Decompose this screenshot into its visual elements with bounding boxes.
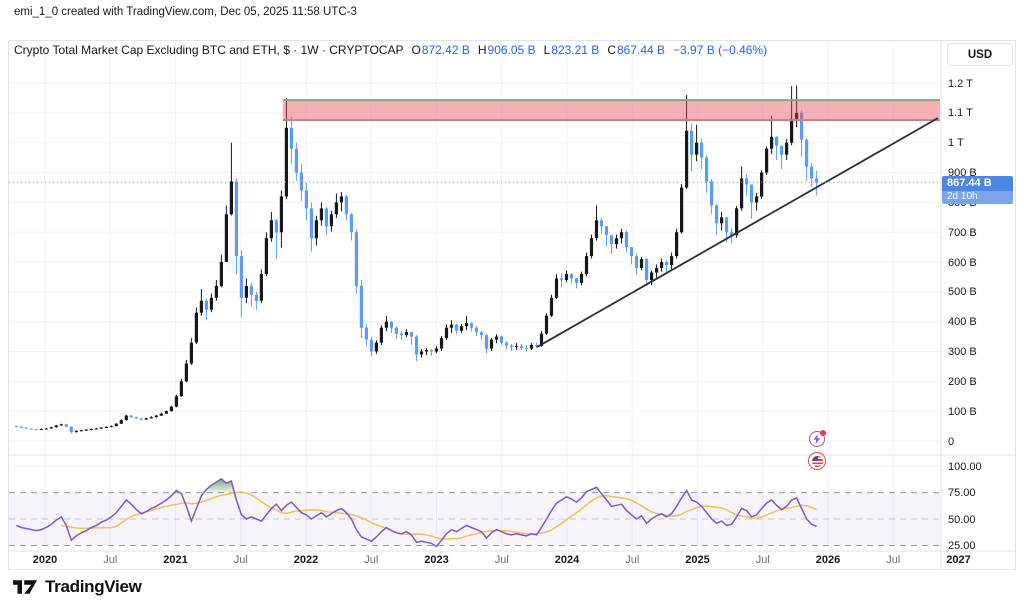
last-price-label: 867.44 B 2d 10h (942, 176, 1013, 204)
rsi-tick-75[interactable]: 75.00 (948, 487, 976, 500)
time-tick-2020-2020[interactable]: 2020 (32, 554, 58, 566)
time-tick-2026-2026[interactable]: 2026 (815, 554, 841, 566)
price-tick-1000[interactable]: 1 T (948, 137, 964, 150)
symbol-legend[interactable]: Crypto Total Market Cap Excluding BTC an… (14, 43, 767, 57)
bar-countdown: 2d 10h (942, 191, 1013, 204)
price-tick-600[interactable]: 600 B (948, 256, 977, 269)
time-tick-2021-2021[interactable]: 2021 (163, 554, 188, 566)
attribution-text: emi_1_0 created with TradingView.com, De… (14, 6, 357, 18)
ohlc-open: O 872.42 B (411, 43, 470, 57)
time-tick-jul-2020[interactable]: Jul (103, 554, 118, 566)
last-price-value: 867.44 B (942, 176, 1013, 191)
rsi-tick-100[interactable]: 100.00 (948, 460, 982, 473)
time-tick-2022-2022[interactable]: 2022 (293, 554, 319, 566)
symbol-title[interactable]: Crypto Total Market Cap Excluding BTC an… (14, 43, 404, 57)
time-tick-jul-2023[interactable]: Jul (494, 554, 509, 566)
price-tick-1100[interactable]: 1.1 T (948, 107, 973, 120)
us-flag-icon (811, 455, 823, 467)
price-tick-400[interactable]: 400 B (948, 316, 977, 329)
time-tick-2027-2027[interactable]: 2027 (946, 554, 971, 566)
currency-toggle-button[interactable]: USD (947, 43, 1013, 66)
time-tick-jul-2022[interactable]: Jul (364, 554, 379, 566)
price-tick-300[interactable]: 300 B (948, 346, 977, 359)
ohlc-low: L 823.21 B (543, 43, 600, 57)
lightning-event-icon[interactable] (809, 430, 826, 447)
price-tick-500[interactable]: 500 B (948, 286, 977, 299)
time-tick-2025-2025[interactable]: 2025 (685, 554, 710, 566)
time-tick-jul-2021[interactable]: Jul (233, 554, 248, 566)
time-tick-jul-2024[interactable]: Jul (625, 554, 640, 566)
price-tick-1200[interactable]: 1.2 T (948, 77, 973, 90)
price-tick-0[interactable]: 0 (948, 435, 955, 448)
time-tick-2023-2023[interactable]: 2023 (424, 554, 449, 566)
tradingview-logo[interactable]: TradingView (12, 577, 142, 597)
us-flag-event-icon[interactable] (808, 452, 826, 470)
tradingview-mark-icon (13, 580, 37, 594)
ohlc-change: −3.97 B (−0.46%) (673, 43, 768, 57)
notification-dot-icon (820, 430, 826, 436)
price-tick-100[interactable]: 100 B (948, 405, 977, 418)
ohlc-close: C 867.44 B (607, 43, 666, 57)
price-tick-700[interactable]: 700 B (948, 226, 977, 239)
rsi-tick-50[interactable]: 50.00 (948, 513, 976, 526)
ohlc-high: H 906.05 B (477, 43, 536, 57)
time-tick-2024-2024[interactable]: 2024 (554, 554, 580, 566)
rsi-tick-25[interactable]: 25.00 (948, 539, 976, 552)
time-tick-jul-2025[interactable]: Jul (755, 554, 770, 566)
price-tick-200[interactable]: 200 B (948, 375, 977, 388)
tradingview-logo-text: TradingView (45, 577, 142, 596)
time-tick-jul-2026[interactable]: Jul (886, 554, 901, 566)
